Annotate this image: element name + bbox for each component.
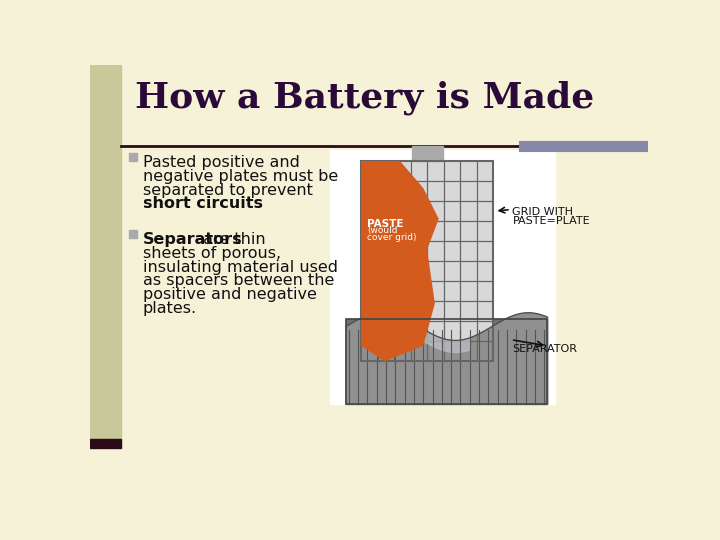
- Text: positive and negative: positive and negative: [143, 287, 317, 302]
- Text: GRID WITH: GRID WITH: [513, 207, 573, 217]
- Text: insulating material used: insulating material used: [143, 260, 338, 275]
- Text: PASTE=PLATE: PASTE=PLATE: [513, 217, 590, 226]
- Text: sheets of porous,: sheets of porous,: [143, 246, 281, 261]
- Text: SEPARATOR: SEPARATOR: [513, 343, 577, 354]
- Polygon shape: [361, 161, 493, 361]
- Text: separated to prevent: separated to prevent: [143, 183, 312, 198]
- Text: .: .: [206, 197, 212, 212]
- Text: How a Battery is Made: How a Battery is Made: [135, 80, 594, 114]
- Text: (would: (would: [367, 226, 398, 235]
- Text: Pasted positive and: Pasted positive and: [143, 155, 300, 170]
- Text: PASTE: PASTE: [367, 219, 404, 229]
- Text: cover grid): cover grid): [367, 233, 417, 242]
- Text: short circuits: short circuits: [143, 197, 263, 212]
- Bar: [346, 319, 547, 403]
- Text: negative plates must be: negative plates must be: [143, 168, 338, 184]
- Polygon shape: [412, 146, 443, 161]
- Text: plates.: plates.: [143, 301, 197, 316]
- Bar: [346, 319, 547, 403]
- Polygon shape: [361, 161, 438, 361]
- Bar: [90, 439, 121, 448]
- Bar: [330, 150, 555, 403]
- Text: are thin: are thin: [199, 232, 266, 247]
- Bar: [90, 65, 121, 442]
- Text: as spacers between the: as spacers between the: [143, 273, 334, 288]
- Text: Separators: Separators: [143, 232, 243, 247]
- Bar: [129, 153, 137, 161]
- Bar: [129, 231, 137, 238]
